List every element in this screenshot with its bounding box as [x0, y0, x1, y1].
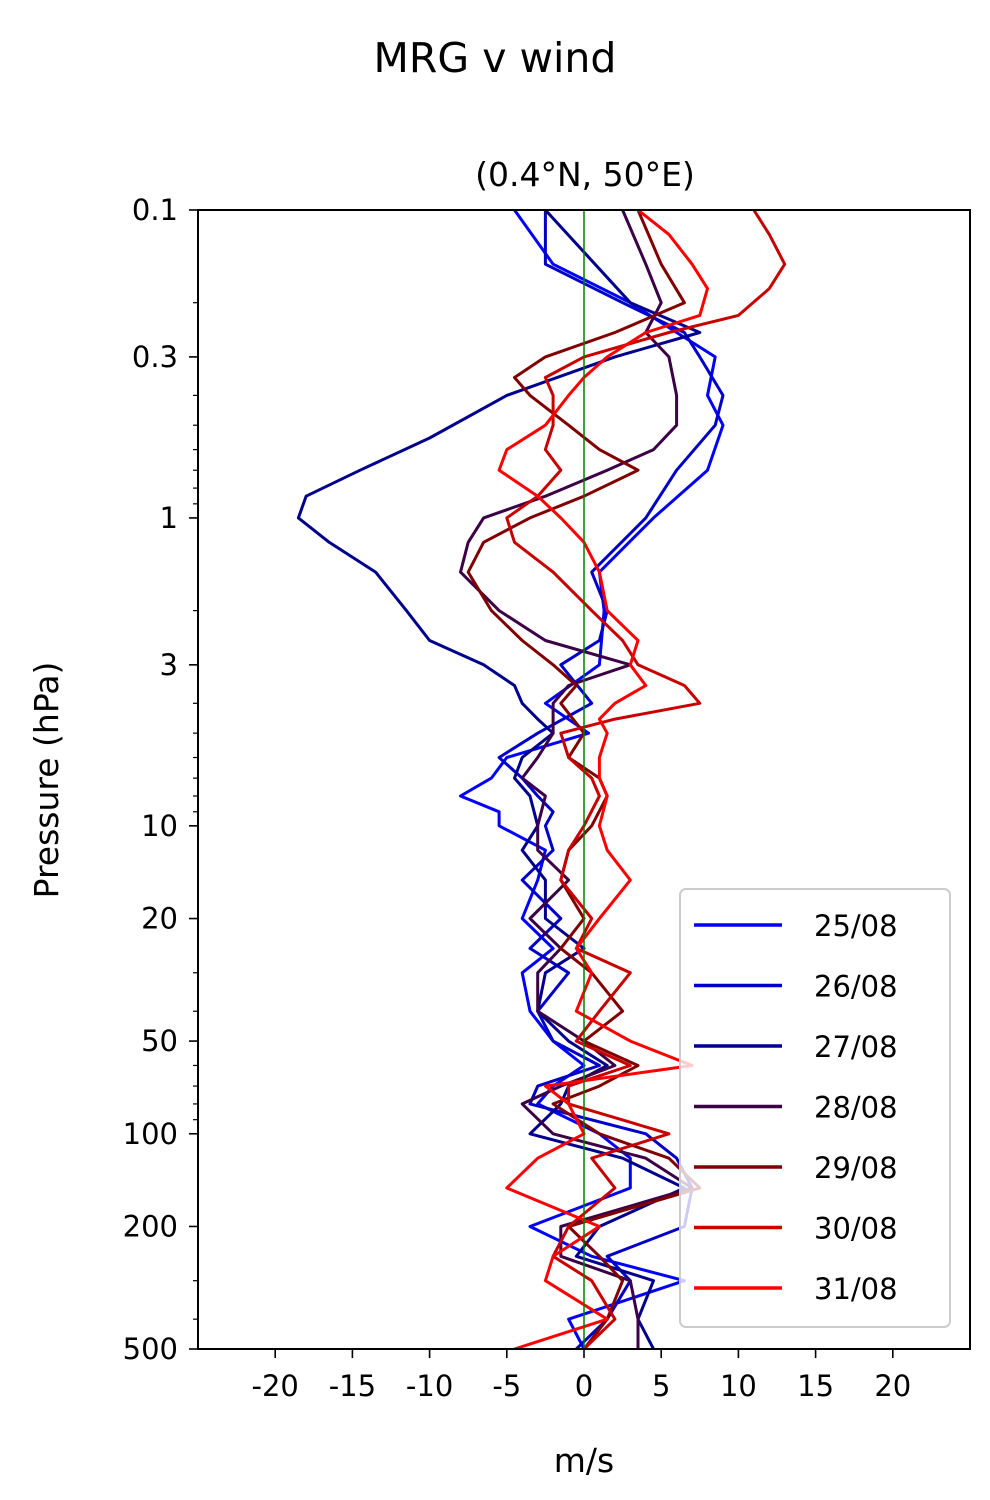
x-tick-label: -20	[252, 1369, 299, 1403]
y-axis: 0.1 0.3 1 3 10 20 50 100 200 500	[123, 193, 198, 1366]
legend-label: 26/08	[814, 970, 898, 1004]
x-tick-label: 15	[797, 1369, 834, 1403]
y-tick-label: 200	[123, 1209, 178, 1243]
legend-label: 31/08	[814, 1272, 898, 1306]
x-tick-label: -15	[329, 1369, 376, 1403]
series-line-28-08	[459, 210, 694, 1349]
legend-box	[679, 888, 951, 1328]
plot-area	[197, 209, 971, 1350]
y-tick-label: 1	[160, 501, 178, 535]
x-tick-label: 20	[874, 1369, 911, 1403]
series-line-25-08	[459, 210, 725, 1349]
y-tick-label: 0.3	[132, 340, 178, 374]
x-tick-label: -10	[406, 1369, 453, 1403]
x-tick-label: 10	[720, 1369, 757, 1403]
axes-title: (0.4°N, 50°E)	[475, 155, 695, 194]
x-tick-label: 0	[575, 1369, 593, 1403]
y-tick-label: 10	[141, 809, 178, 843]
y-tick-label: 0.1	[132, 193, 178, 227]
x-tick-label: -5	[492, 1369, 521, 1403]
x-axis: -20 -15 -10 -5 0 5 10 15 20	[252, 1349, 911, 1403]
x-tick-label: 5	[652, 1369, 670, 1403]
series-line-30-08	[505, 210, 787, 1349]
legend-label: 28/08	[814, 1091, 898, 1125]
y-tick-label: 500	[123, 1332, 178, 1366]
series-line-27-08	[296, 210, 702, 1349]
x-axis-label: m/s	[554, 1441, 614, 1480]
legend-label: 27/08	[814, 1030, 898, 1064]
legend-label: 30/08	[814, 1212, 898, 1246]
legend-label: 29/08	[814, 1151, 898, 1185]
y-tick-label: 20	[141, 902, 178, 936]
legend-label: 25/08	[814, 909, 898, 943]
y-tick-label: 3	[160, 648, 178, 682]
legend: 25/08 26/08 27/08 28/08 29/08 30/08 31/08	[679, 888, 951, 1328]
y-tick-label: 100	[123, 1117, 178, 1151]
series-line-31-08	[497, 210, 709, 1349]
series-line-26-08	[497, 210, 725, 1349]
y-axis-label: Pressure (hPa)	[27, 662, 66, 899]
figure-suptitle: MRG v wind	[374, 34, 617, 82]
y-tick-label: 50	[141, 1024, 178, 1058]
